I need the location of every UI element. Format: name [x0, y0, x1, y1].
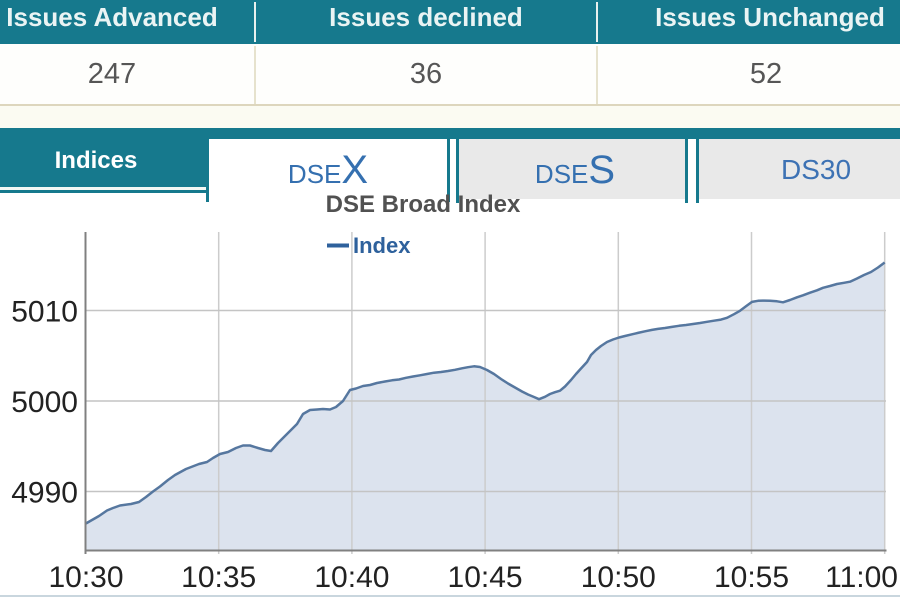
svg-text:10:55: 10:55 [714, 561, 789, 594]
svg-text:10:45: 10:45 [448, 561, 523, 594]
svg-text:10:30: 10:30 [48, 561, 123, 594]
svg-text:10:35: 10:35 [181, 561, 256, 594]
svg-text:Index: Index [353, 233, 411, 258]
svg-text:4990: 4990 [11, 477, 78, 510]
svg-text:5010: 5010 [11, 296, 78, 329]
svg-text:5000: 5000 [11, 386, 78, 419]
svg-text:10:50: 10:50 [581, 561, 656, 594]
svg-text:11:00: 11:00 [825, 561, 898, 594]
svg-text:10:40: 10:40 [314, 561, 389, 594]
